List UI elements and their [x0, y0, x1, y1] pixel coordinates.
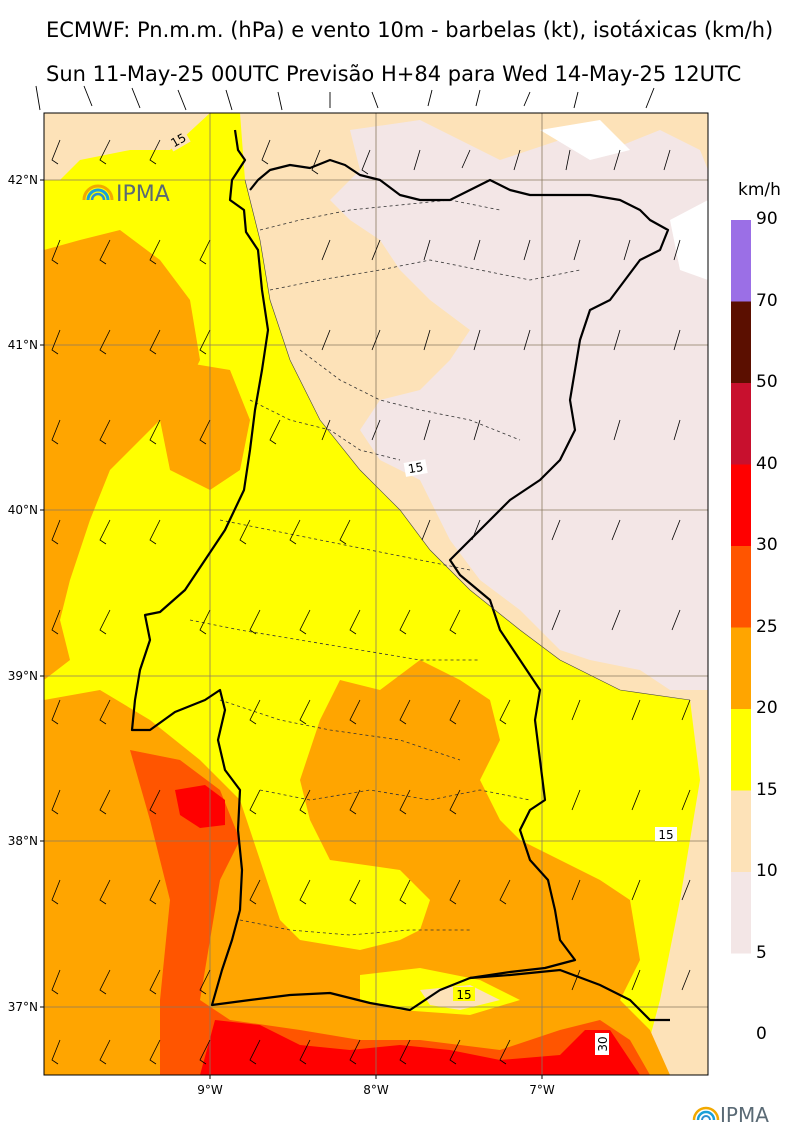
colorbar-segment	[731, 383, 751, 465]
ipma-logo-top-text: IPMA	[116, 182, 170, 207]
wind-speed-field: 15 15 15 15 30	[44, 113, 708, 1075]
district-boundaries	[189, 199, 581, 936]
axis-ticks	[40, 179, 543, 1079]
colorbar-label: 50	[756, 372, 778, 392]
ipma-logo-bottom-text: IPMA	[720, 1103, 769, 1127]
colorbar-label: 20	[756, 698, 778, 718]
colorbar-segment	[731, 464, 751, 546]
ipma-logo-bottom: IPMA	[692, 1103, 769, 1127]
contour-label: 30	[596, 1036, 610, 1051]
chart-subtitle: Sun 11-May-25 00UTC Previsão H+84 para W…	[46, 62, 742, 86]
colorbar-label: 5	[756, 942, 767, 963]
wind-barbs	[51, 139, 691, 1065]
contour-label: 15	[658, 828, 673, 842]
lat-label: 39°N	[8, 669, 38, 683]
contour-label: 15	[168, 131, 188, 151]
colorbar-unit: km/h	[738, 180, 781, 200]
colorbar-segment	[731, 790, 751, 872]
isotach-20-25	[44, 230, 200, 680]
colorbar-label: 30	[756, 535, 778, 555]
contour-label: 15	[456, 988, 471, 1002]
colorbar-label: 90	[756, 209, 778, 229]
coastline-and-border	[130, 129, 670, 1012]
colorbar-segment	[731, 872, 751, 954]
isotach-30-40	[175, 785, 225, 828]
colorbar-segment	[731, 546, 751, 628]
colorbar-label: 70	[756, 290, 778, 311]
lat-label: 38°N	[8, 834, 38, 848]
colorbar-label: 25	[756, 616, 778, 637]
colorbar-segment	[731, 301, 751, 383]
top-wind-barbs	[35, 85, 655, 111]
contour-label: 15	[407, 460, 424, 476]
lat-label: 37°N	[8, 1000, 38, 1014]
colorbar-segment	[731, 220, 751, 302]
colorbar-segment	[731, 627, 751, 709]
colorbar-segment	[731, 709, 751, 791]
graticule	[44, 113, 708, 1075]
lon-label: 8°W	[363, 1083, 389, 1097]
colorbar-label: 15	[756, 779, 778, 800]
colorbar-label: 40	[756, 453, 778, 474]
colorbar	[731, 220, 751, 954]
isotach-5-10	[330, 120, 708, 690]
lat-label: 40°N	[8, 503, 38, 517]
colorbar-label: 0	[756, 1024, 767, 1044]
lon-label: 9°W	[197, 1083, 223, 1097]
chart-title: ECMWF: Pn.m.m. (hPa) e vento 10m - barbe…	[46, 18, 774, 42]
lon-label: 7°W	[529, 1083, 555, 1097]
ipma-logo-top: IPMA	[82, 182, 170, 207]
lat-label: 41°N	[8, 338, 38, 352]
lat-label: 42°N	[8, 173, 38, 187]
isotach-contours	[244, 179, 691, 701]
colorbar-label: 10	[756, 861, 778, 881]
